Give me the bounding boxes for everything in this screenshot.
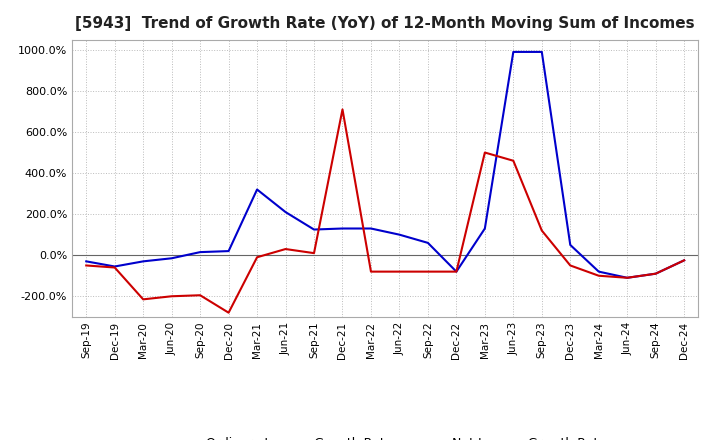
Net Income Growth Rate <box>423 269 432 274</box>
Net Income Growth Rate <box>338 107 347 112</box>
Net Income Growth Rate <box>680 258 688 263</box>
Legend: Ordinary Income Growth Rate, Net Income Growth Rate: Ordinary Income Growth Rate, Net Income … <box>159 432 611 440</box>
Ordinary Income Growth Rate <box>480 226 489 231</box>
Net Income Growth Rate <box>480 150 489 155</box>
Net Income Growth Rate <box>196 293 204 298</box>
Net Income Growth Rate <box>566 263 575 268</box>
Ordinary Income Growth Rate <box>225 249 233 254</box>
Net Income Growth Rate <box>82 263 91 268</box>
Net Income Growth Rate <box>253 255 261 260</box>
Net Income Growth Rate <box>537 228 546 233</box>
Ordinary Income Growth Rate <box>652 271 660 276</box>
Net Income Growth Rate <box>310 250 318 256</box>
Net Income Growth Rate <box>225 310 233 315</box>
Ordinary Income Growth Rate <box>82 259 91 264</box>
Ordinary Income Growth Rate <box>623 275 631 280</box>
Ordinary Income Growth Rate <box>253 187 261 192</box>
Ordinary Income Growth Rate <box>338 226 347 231</box>
Net Income Growth Rate <box>595 273 603 279</box>
Ordinary Income Growth Rate <box>167 256 176 261</box>
Net Income Growth Rate <box>366 269 375 274</box>
Ordinary Income Growth Rate <box>366 226 375 231</box>
Title: [5943]  Trend of Growth Rate (YoY) of 12-Month Moving Sum of Incomes: [5943] Trend of Growth Rate (YoY) of 12-… <box>76 16 695 32</box>
Net Income Growth Rate <box>395 269 404 274</box>
Ordinary Income Growth Rate <box>423 240 432 246</box>
Net Income Growth Rate <box>452 269 461 274</box>
Net Income Growth Rate <box>110 265 119 270</box>
Ordinary Income Growth Rate <box>537 49 546 55</box>
Ordinary Income Growth Rate <box>595 269 603 274</box>
Net Income Growth Rate <box>509 158 518 163</box>
Net Income Growth Rate <box>623 275 631 280</box>
Ordinary Income Growth Rate <box>680 258 688 263</box>
Net Income Growth Rate <box>167 293 176 299</box>
Ordinary Income Growth Rate <box>395 232 404 237</box>
Ordinary Income Growth Rate <box>282 209 290 215</box>
Ordinary Income Growth Rate <box>566 242 575 248</box>
Net Income Growth Rate <box>139 297 148 302</box>
Ordinary Income Growth Rate <box>452 269 461 274</box>
Ordinary Income Growth Rate <box>196 249 204 255</box>
Ordinary Income Growth Rate <box>509 49 518 55</box>
Net Income Growth Rate <box>282 246 290 252</box>
Ordinary Income Growth Rate <box>110 264 119 269</box>
Net Income Growth Rate <box>652 271 660 276</box>
Line: Ordinary Income Growth Rate: Ordinary Income Growth Rate <box>86 52 684 278</box>
Ordinary Income Growth Rate <box>139 259 148 264</box>
Ordinary Income Growth Rate <box>310 227 318 232</box>
Line: Net Income Growth Rate: Net Income Growth Rate <box>86 110 684 313</box>
